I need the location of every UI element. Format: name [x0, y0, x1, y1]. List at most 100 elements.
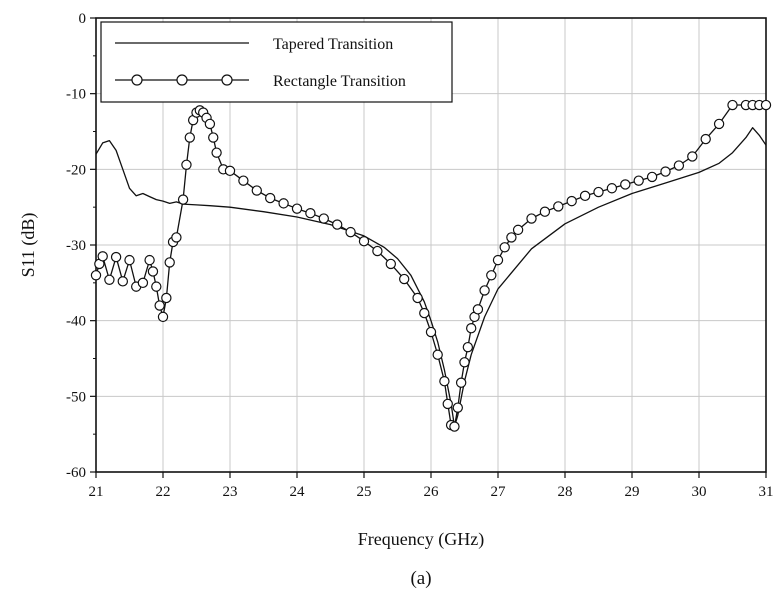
series-layer	[90, 99, 772, 432]
rectangle-data-point	[432, 349, 443, 360]
rectangle-data-point	[499, 242, 510, 253]
legend-marker	[176, 74, 188, 86]
rectangle-data-point	[687, 151, 698, 162]
rectangle-data-point	[157, 311, 169, 323]
rectangle-data-point	[144, 254, 155, 266]
rectangle-data-point	[492, 254, 504, 266]
y-tick-label: -10	[66, 87, 86, 103]
rectangle-data-point	[161, 292, 172, 304]
legend-marker	[221, 74, 233, 86]
legend-marker	[131, 74, 143, 86]
x-axis-title: Frequency (GHz)	[358, 529, 484, 550]
rectangle-data-point	[512, 224, 524, 236]
rectangle-data-point	[620, 179, 631, 190]
rectangle-data-point	[97, 251, 108, 262]
rectangle-data-point	[204, 118, 216, 130]
rectangle-data-point	[713, 118, 725, 130]
rectangle-data-point	[104, 274, 115, 286]
x-tick-label: 28	[558, 484, 573, 500]
rectangle-data-point	[506, 232, 517, 243]
axis-ticks: 21 22 23 24 25 26 27 28 29 30 31 0 -10 -20 -30 -40 -50 -6…	[66, 11, 774, 500]
x-tick-label: 30	[692, 484, 707, 500]
rectangle-data-point	[593, 186, 604, 198]
rectangle-data-point	[265, 192, 276, 204]
rectangle-data-point	[412, 292, 423, 304]
y-tick-label: -60	[66, 465, 86, 481]
rectangle-data-point	[442, 398, 453, 410]
rectangle-data-point	[479, 285, 490, 296]
x-tick-label: 27	[491, 484, 507, 500]
rectangle-data-point	[318, 213, 329, 224]
rectangle-data-point	[171, 232, 182, 243]
y-tick-label: -30	[66, 238, 86, 254]
rectangle-data-point	[462, 341, 474, 353]
rectangle-data-point	[117, 276, 129, 287]
rectangle-data-point	[399, 273, 410, 285]
rectangle-data-point	[238, 175, 249, 186]
legend-label-rectangle: Rectangle Transition	[273, 73, 406, 90]
rectangle-data-point	[90, 270, 102, 281]
y-tick-label: 0	[79, 11, 87, 27]
rectangle-data-point	[211, 147, 222, 158]
rectangle-data-point	[332, 219, 343, 230]
x-tick-label: 24	[290, 484, 306, 500]
rectangle-data-point	[278, 198, 289, 209]
rectangle-data-point	[566, 195, 577, 207]
rectangle-data-point	[208, 132, 219, 143]
rectangle-data-point	[184, 132, 195, 143]
rectangle-data-point	[419, 307, 430, 319]
rectangle-data-point	[472, 304, 484, 315]
rectangle-data-point	[154, 300, 165, 311]
legend-box	[100, 21, 453, 103]
rectangle-data-point	[181, 159, 192, 170]
rectangle-data-point	[251, 185, 262, 196]
rectangle-data-point	[291, 203, 303, 214]
rectangle-data-point	[633, 175, 644, 186]
rectangle-data-point	[486, 270, 497, 281]
x-tick-label: 31	[759, 484, 774, 500]
rectangle-data-point	[110, 251, 122, 263]
y-axis-title: S11 (dB)	[18, 213, 39, 278]
y-tick-label: -20	[66, 162, 86, 178]
legend-markers-rectangle	[131, 74, 233, 86]
rectangle-data-point	[452, 402, 463, 413]
rectangle-data-point	[455, 377, 467, 388]
rectangle-data-point	[700, 133, 711, 145]
rectangle-data-point	[224, 165, 236, 177]
rectangle-data-point	[449, 421, 460, 432]
rectangle-data-point	[425, 326, 437, 338]
y-tick-label: -40	[66, 314, 86, 330]
x-tick-label: 29	[625, 484, 640, 500]
rectangle-data-point	[151, 281, 162, 292]
rectangle-data-point	[147, 266, 159, 277]
rectangle-data-point	[439, 376, 450, 387]
rectangle-data-point	[177, 194, 189, 205]
rectangle-data-point	[539, 206, 551, 217]
x-tick-label: 25	[357, 484, 372, 500]
rectangle-data-point	[137, 277, 149, 289]
rectangle-data-point	[526, 213, 537, 224]
rectangle-data-point	[673, 160, 685, 171]
x-tick-label: 23	[223, 484, 238, 500]
x-tick-label: 21	[89, 484, 104, 500]
rectangle-data-point	[466, 323, 477, 334]
legend-label-tapered: Tapered Transition	[273, 36, 393, 53]
rectangle-data-point	[646, 171, 658, 183]
legend: Tapered Transition Rectangle Transition	[100, 21, 453, 103]
rectangle-data-point	[727, 99, 738, 111]
rectangle-data-point	[345, 226, 356, 238]
series-line-tapered	[95, 127, 767, 428]
rectangle-data-point	[305, 208, 316, 219]
rectangle-data-point	[459, 357, 470, 368]
rectangle-data-point	[579, 190, 591, 202]
rectangle-data-point	[358, 236, 370, 247]
figure-caption: (a)	[410, 568, 431, 589]
rectangle-data-point	[660, 166, 671, 177]
x-tick-label: 26	[424, 484, 440, 500]
rectangle-data-point	[553, 201, 564, 212]
rectangle-data-point	[606, 183, 618, 194]
x-tick-label: 22	[156, 484, 171, 500]
y-tick-label: -50	[66, 389, 86, 405]
rectangle-data-point	[124, 254, 135, 266]
